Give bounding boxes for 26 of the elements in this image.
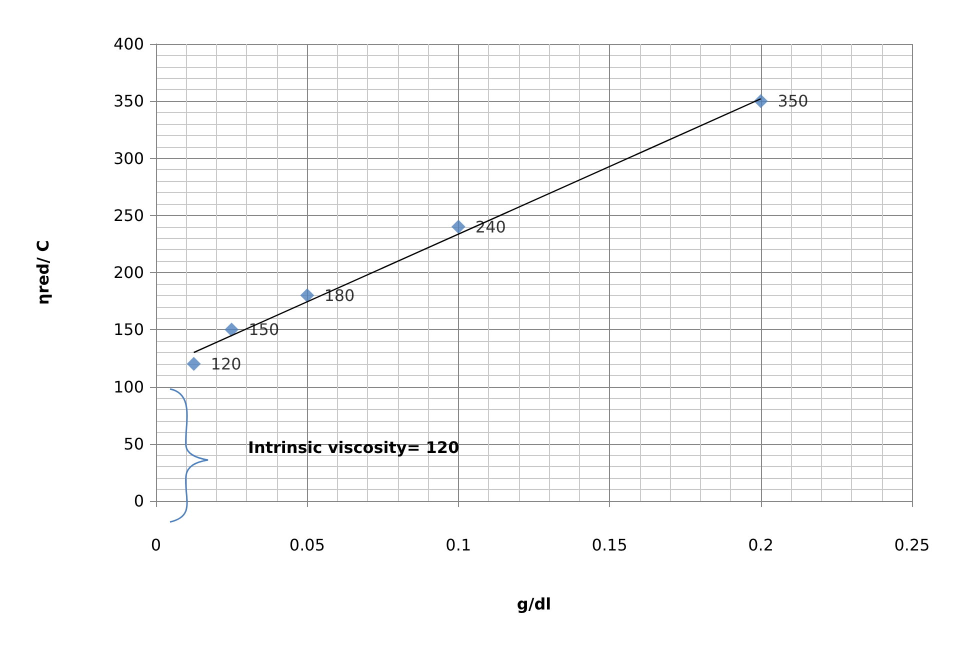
data-label: 240: [475, 217, 506, 236]
data-label: 120: [210, 354, 242, 374]
y-tick-label: 300: [113, 148, 144, 168]
x-tick-label: 0.15: [592, 536, 628, 554]
y-tick-label: 350: [113, 92, 144, 111]
y-tick-label: 0: [134, 492, 144, 510]
x-tick-label: 0.25: [894, 536, 930, 554]
x-axis-title: g/dl: [516, 594, 552, 614]
x-tick-label: 0.05: [289, 536, 326, 554]
y-tick-label: 250: [113, 206, 144, 225]
x-tick-label: 0.2: [748, 536, 774, 554]
point: [300, 288, 314, 302]
point: [451, 220, 466, 234]
point: [186, 356, 201, 371]
y-axis-title: ηred/ C: [34, 240, 52, 305]
y-tick-label: 150: [113, 320, 144, 340]
y-tick-label: 200: [113, 263, 144, 282]
y-tick-label: 50: [124, 434, 144, 454]
data-label: 180: [324, 286, 355, 305]
x-tick-label: 0: [150, 536, 162, 554]
y-tick-label: 400: [113, 34, 144, 54]
y-tick-label: 100: [113, 377, 144, 396]
annotation: Intrinsic viscosity= 120: [248, 438, 460, 457]
point: [224, 322, 239, 337]
x-tick-label: 0.1: [446, 536, 472, 554]
point: [754, 94, 768, 108]
